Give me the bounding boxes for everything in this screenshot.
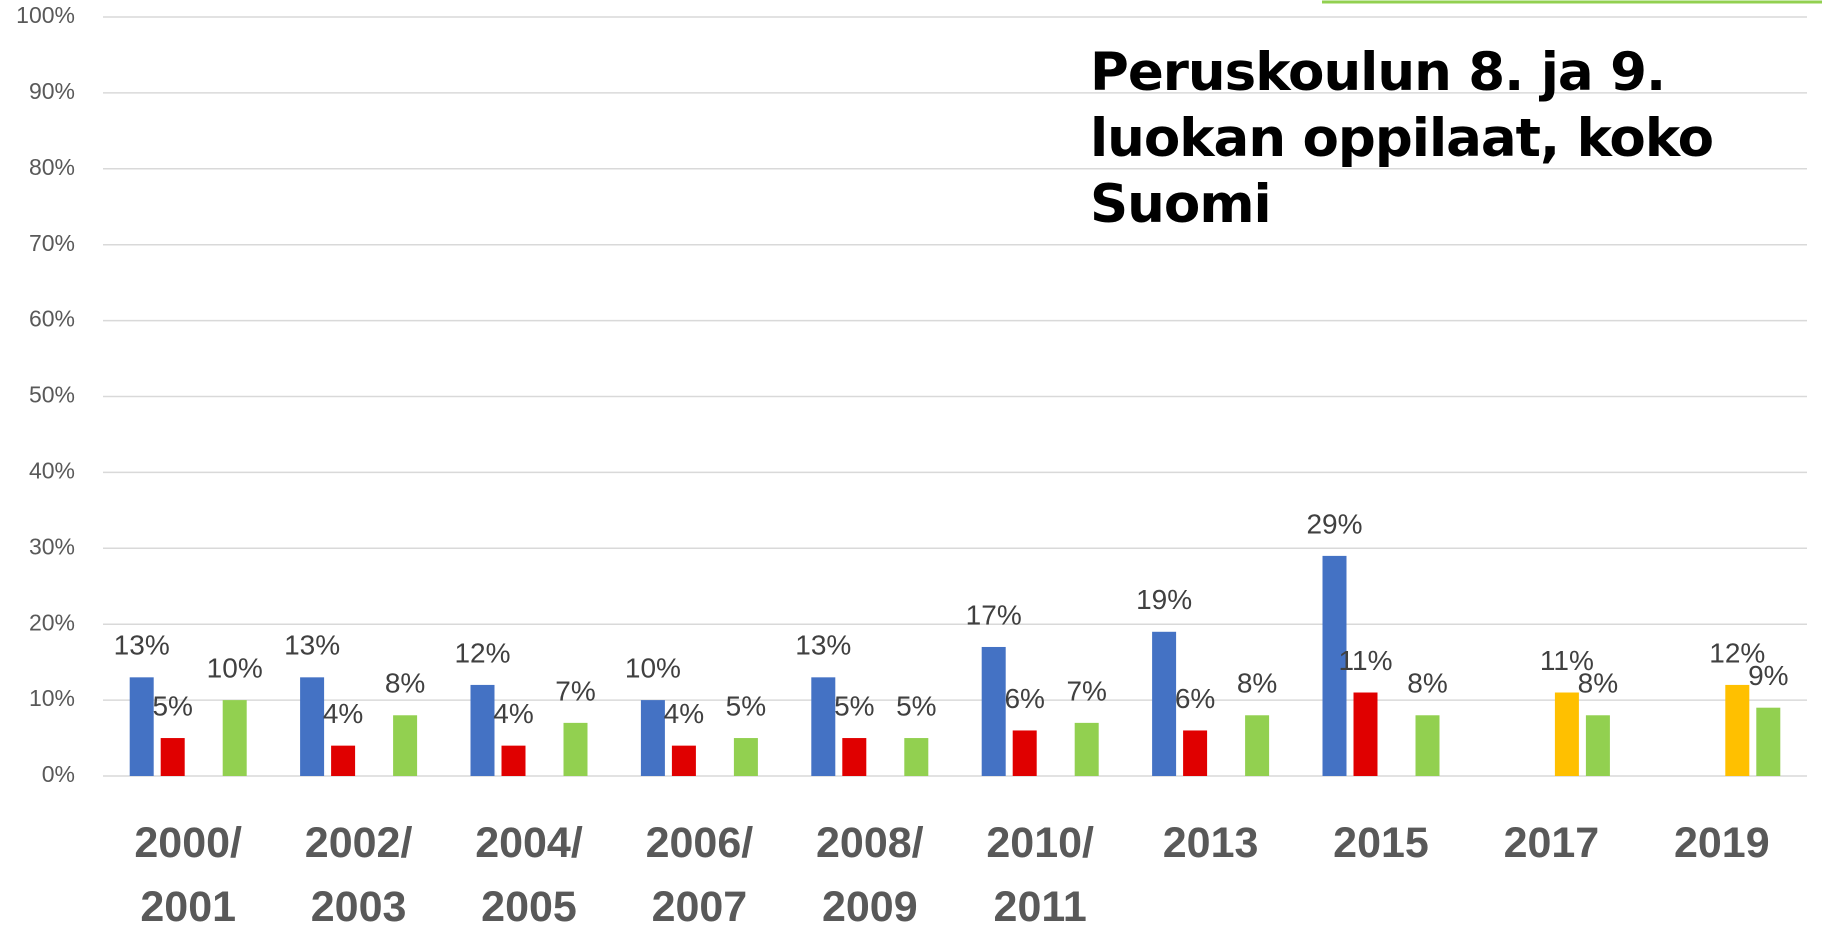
bar — [222, 700, 247, 776]
data-label: 5% — [726, 690, 766, 721]
bar — [1183, 730, 1208, 776]
y-tick-label: 70% — [29, 230, 75, 256]
x-tick-label: 2008/2009 — [816, 819, 924, 930]
data-label: 8% — [1407, 668, 1447, 699]
data-label: 7% — [555, 675, 595, 706]
bar — [300, 677, 325, 776]
data-label: 8% — [1237, 668, 1277, 699]
bar — [393, 715, 418, 776]
data-label: 6% — [1175, 683, 1215, 714]
y-tick-label: 90% — [29, 78, 75, 104]
y-tick-label: 0% — [42, 761, 75, 787]
x-tick-label: 2002/2003 — [305, 819, 413, 930]
y-tick-label: 40% — [29, 457, 75, 483]
data-label: 8% — [1578, 668, 1618, 699]
data-label: 12% — [454, 637, 510, 668]
bar — [904, 738, 929, 776]
bar — [1353, 692, 1378, 776]
x-tick-label: 2010/2011 — [986, 819, 1094, 930]
y-tick-label: 50% — [29, 382, 75, 408]
bar — [1585, 715, 1610, 776]
x-tick-label: 2000/2001 — [134, 819, 242, 930]
data-label: 11% — [1540, 645, 1594, 676]
data-label: 7% — [1066, 675, 1106, 706]
y-tick-label: 100% — [16, 2, 75, 28]
x-tick-label: 2004/2005 — [475, 819, 583, 930]
bar — [160, 738, 185, 776]
bar — [811, 677, 836, 776]
data-label: 12% — [1709, 637, 1765, 668]
data-label: 5% — [896, 690, 936, 721]
bar — [733, 738, 758, 776]
bar — [1152, 631, 1177, 776]
data-label: 4% — [664, 698, 704, 729]
bar — [671, 745, 696, 776]
data-label: 29% — [1306, 508, 1362, 539]
y-tick-label: 80% — [29, 154, 75, 180]
data-label: 17% — [966, 599, 1022, 630]
x-tick-label: 2017 — [1504, 819, 1600, 867]
y-tick-label: 30% — [29, 533, 75, 559]
bar — [1725, 684, 1750, 776]
y-tick-label: 60% — [29, 306, 75, 332]
data-label: 10% — [207, 652, 263, 683]
data-label: 11% — [1339, 645, 1393, 676]
data-label: 9% — [1748, 660, 1788, 691]
data-label: 19% — [1136, 584, 1192, 615]
bar — [470, 684, 495, 776]
bar — [1756, 707, 1781, 776]
bar — [1415, 715, 1440, 776]
x-tick-label: 2015 — [1333, 819, 1429, 867]
data-label: 4% — [493, 698, 533, 729]
bar — [129, 677, 154, 776]
data-label: 4% — [323, 698, 363, 729]
bar — [1554, 692, 1579, 776]
x-tick-label: 2019 — [1674, 819, 1770, 867]
data-label: 13% — [114, 630, 170, 661]
y-tick-label: 20% — [29, 609, 75, 635]
data-label: 5% — [834, 690, 874, 721]
bar — [331, 745, 356, 776]
y-tick-label: 10% — [29, 685, 75, 711]
data-label: 8% — [385, 668, 425, 699]
bar — [1012, 730, 1037, 776]
data-label: 13% — [284, 630, 340, 661]
bar — [842, 738, 867, 776]
bar — [981, 646, 1006, 776]
bar — [1074, 722, 1099, 776]
bar — [563, 722, 588, 776]
x-tick-label: 2006/2007 — [646, 819, 754, 930]
x-tick-label: 2013 — [1163, 819, 1259, 867]
data-label: 13% — [795, 630, 851, 661]
bar — [1245, 715, 1270, 776]
bar — [640, 700, 665, 776]
bar — [1322, 555, 1347, 776]
data-label: 6% — [1004, 683, 1044, 714]
data-label: 5% — [152, 690, 192, 721]
bar — [501, 745, 526, 776]
data-label: 10% — [625, 652, 681, 683]
chart-title: Peruskoulun 8. ja 9. luokan oppilaat, ko… — [1090, 42, 1714, 235]
